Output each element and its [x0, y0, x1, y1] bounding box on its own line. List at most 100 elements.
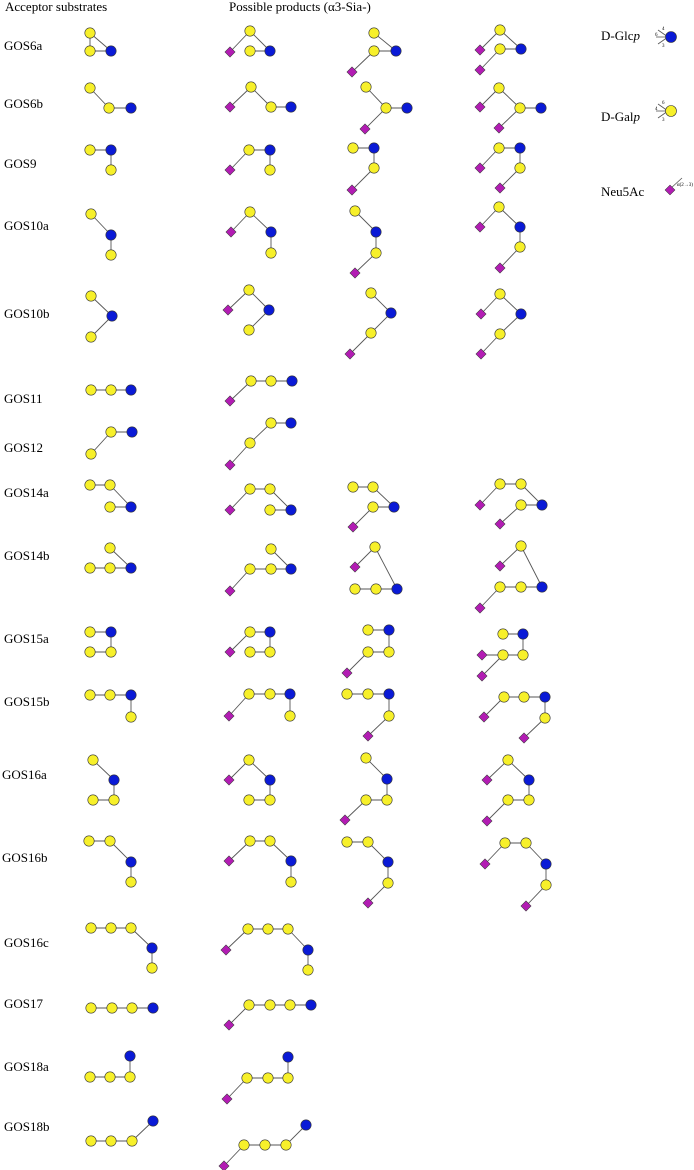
glucose-residue — [285, 563, 297, 575]
galactose-residue — [367, 481, 379, 493]
neu5ac-residue — [478, 711, 490, 723]
legend-neu5ac-label: Neu5Ac — [601, 184, 645, 199]
neu5ac-residue — [344, 348, 356, 360]
glucose-residue — [284, 688, 296, 700]
neu5ac-residue — [224, 46, 236, 58]
galactose-residue — [105, 922, 117, 934]
glucose-residue — [124, 1050, 136, 1062]
row-label-gos15b: GOS15b — [4, 694, 50, 709]
gos18a-acceptor — [84, 1050, 136, 1083]
galactose-residue — [383, 646, 395, 658]
gos12-product-1 — [224, 417, 297, 471]
galactose-residue — [282, 1072, 294, 1084]
neu5ac-residue — [224, 395, 236, 407]
galactose-residue — [383, 710, 395, 722]
galactose-residue — [540, 879, 552, 891]
row-label-gos10b: GOS10b — [4, 306, 50, 321]
neu5ac-residue — [474, 162, 486, 174]
neu5ac-residue — [349, 267, 361, 279]
galactose-residue — [104, 479, 116, 491]
gos16a-product-3 — [481, 754, 535, 827]
glucose-residue — [514, 221, 526, 233]
galactose-residue — [360, 794, 372, 806]
galactose-residue — [85, 290, 97, 302]
glucose-residue — [125, 501, 137, 513]
gos17-product-1 — [223, 999, 317, 1031]
glucose-residue — [264, 774, 276, 786]
glycan-structures — [83, 24, 552, 1170]
glucose-residue — [388, 501, 400, 513]
galactose-residue — [84, 1071, 96, 1083]
neu5ac-residue — [346, 66, 358, 78]
glucose-residue — [535, 102, 547, 114]
neu5ac-residue — [224, 646, 236, 658]
row-labels: GOS6a GOS6b GOS9 GOS10a GOS10b GOS11 GOS… — [2, 38, 50, 1134]
neu5ac-residue — [476, 649, 488, 661]
glucose-residue — [147, 1002, 159, 1014]
glucose-residue — [536, 581, 548, 593]
galactose-residue — [85, 208, 97, 220]
gos16b-product-3 — [479, 837, 552, 912]
gos15b-product-2 — [341, 688, 395, 742]
glucose-residue — [125, 689, 137, 701]
neu5ac-residue — [475, 308, 487, 320]
galactose-residue — [243, 754, 255, 766]
gos6a-acceptor — [84, 27, 117, 57]
glucose-residue — [282, 1051, 294, 1063]
glucose-residue — [265, 226, 277, 238]
galactose-residue — [362, 646, 374, 658]
galactose-residue — [125, 711, 137, 723]
galactose-residue — [244, 835, 256, 847]
galactose-residue — [499, 837, 511, 849]
neu5ac-residue — [520, 900, 532, 912]
glucose-residue — [385, 307, 397, 319]
glucose-residue — [147, 1115, 159, 1127]
galactose-residue — [84, 479, 96, 491]
gos16b-product-2 — [341, 836, 394, 909]
gos15b-product-1 — [223, 688, 296, 722]
neu5ac-residue — [474, 499, 486, 511]
galactose-residue — [264, 164, 276, 176]
galactose-residue — [502, 754, 514, 766]
glucose-residue — [105, 229, 117, 241]
galactose-residue — [264, 483, 276, 495]
row-label-gos17: GOS17 — [4, 996, 44, 1011]
gos6b-product-2 — [359, 81, 413, 135]
gos18b-acceptor — [85, 1115, 159, 1147]
gos6a-product-1 — [224, 25, 276, 58]
glucose-residue — [125, 856, 137, 868]
glucose-residue — [146, 942, 158, 954]
galactose-residue — [494, 328, 506, 340]
galactose-residue — [285, 876, 297, 888]
neu5ac-residue — [341, 667, 353, 679]
gos14a-product-2 — [347, 481, 400, 533]
legend-gal-label: D-Galp — [601, 109, 641, 124]
possible-products-header: Possible products (α3-Sia-) — [229, 0, 371, 14]
neu5ac-residue — [224, 164, 236, 176]
galactose-residue — [264, 835, 276, 847]
galactose-residue — [244, 25, 256, 37]
glucose-residue — [108, 774, 120, 786]
glucose-residue — [264, 626, 276, 638]
galactose-residue — [493, 142, 505, 154]
galactose-residue — [146, 962, 158, 974]
glucose-residue — [302, 944, 314, 956]
gos16a-product-1 — [223, 754, 276, 806]
glucose-residue — [517, 628, 529, 640]
galactose-residue — [262, 923, 274, 935]
neu5ac-residue — [222, 304, 234, 316]
neu5ac-residue — [494, 518, 506, 530]
glucose-residue — [305, 999, 317, 1011]
galactose-residue — [126, 1002, 138, 1014]
galactose-residue — [302, 964, 314, 976]
galactose-residue — [241, 1072, 253, 1084]
neu5ac-residue — [223, 1019, 235, 1031]
glucose-residue — [285, 855, 297, 867]
glucose-residue — [381, 773, 393, 785]
galactose-residue — [539, 712, 551, 724]
glucose-residue — [523, 774, 535, 786]
gos9-product-2 — [346, 142, 380, 196]
galactose-residue — [244, 626, 256, 638]
gos6a-product-3 — [474, 24, 527, 76]
